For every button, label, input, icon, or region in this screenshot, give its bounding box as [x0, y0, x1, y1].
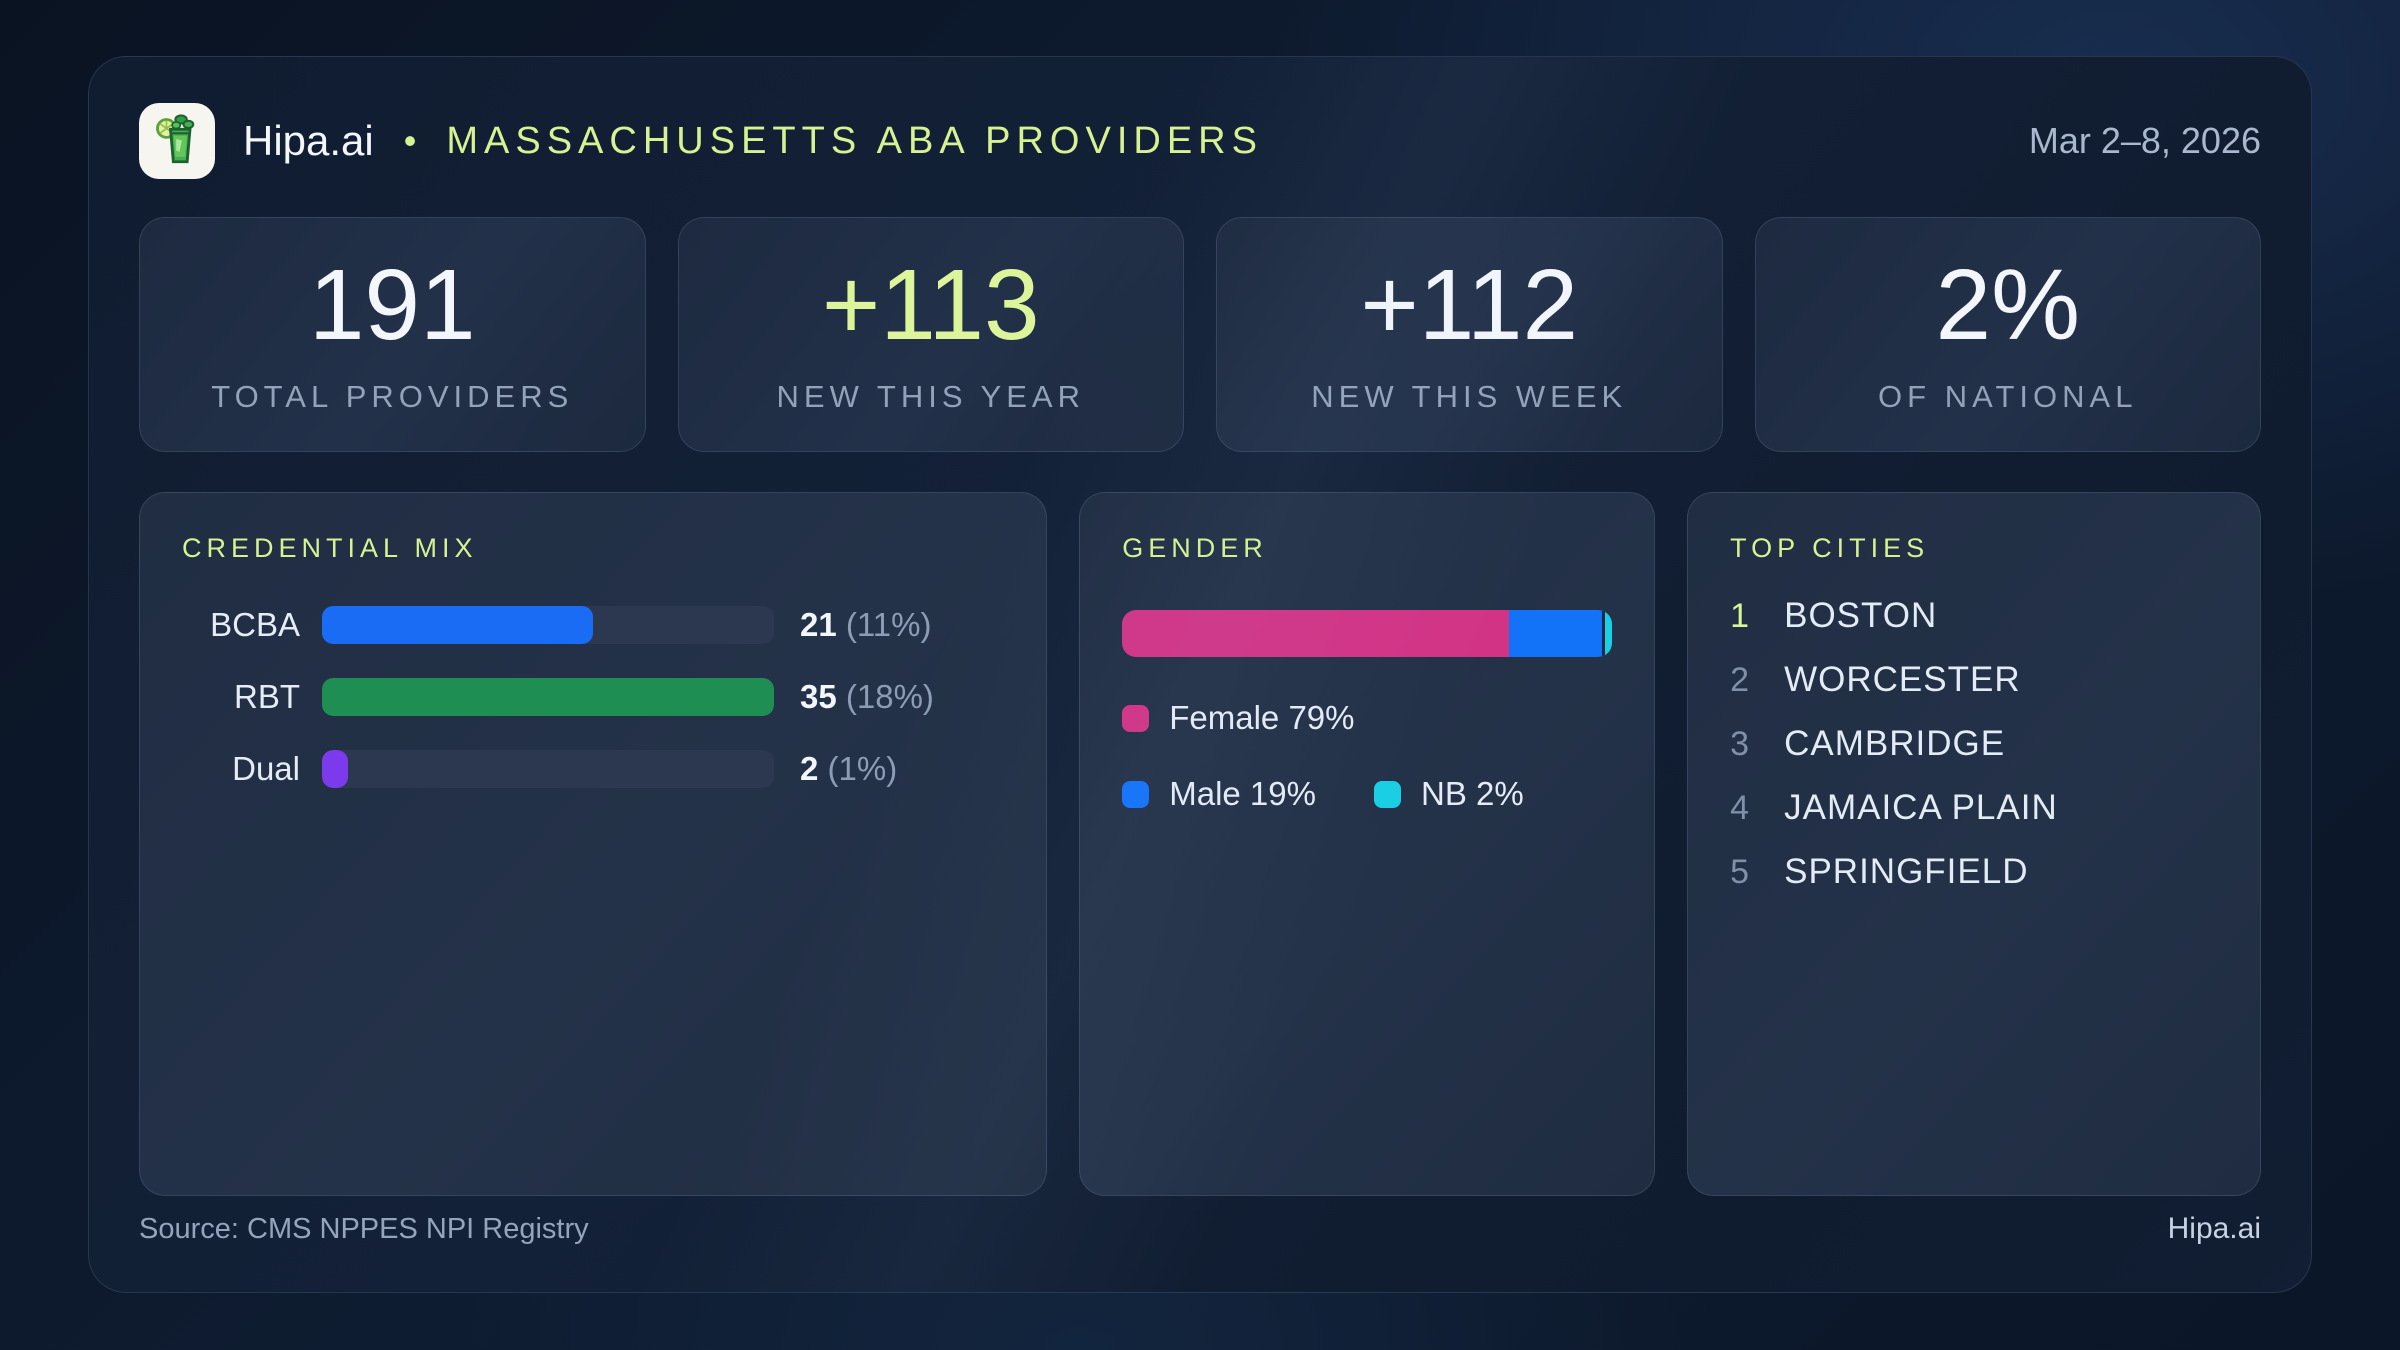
city-list-item: 4 JAMAICA PLAIN [1730, 788, 2218, 827]
city-name: JAMAICA PLAIN [1784, 788, 2058, 827]
city-list-item: 5 SPRINGFIELD [1730, 852, 2218, 891]
legend-label: NB 2% [1420, 775, 1524, 812]
top-cities-list: 1 BOSTON 2 WORCESTER 3 CAMBRIDGE 4 JAMAICA PLAI… [1730, 596, 2218, 891]
credential-value: 35 (18%) [800, 678, 934, 715]
credential-bar-row: Dual 2 (1%) [182, 750, 1004, 788]
city-list-item: 2 WORCESTER [1730, 660, 2218, 699]
stat-value: +113 [821, 248, 1040, 361]
dashboard-card: Hipa.ai • MASSACHUSETTS ABA PROVIDERS Ma… [88, 56, 2312, 1293]
date-range: Mar 2–8, 2026 [2028, 120, 2261, 161]
stat-label: TOTAL PROVIDERS [211, 378, 574, 414]
legend-item-nb: NB 2% [1373, 775, 1524, 813]
city-name: CAMBRIDGE [1784, 724, 2006, 763]
city-rank: 3 [1730, 724, 1750, 763]
credential-label: RBT [234, 678, 300, 715]
credential-label: BCBA [210, 606, 300, 643]
top-cities-title: TOP CITIES [1730, 533, 1930, 563]
male-swatch-icon [1122, 780, 1150, 808]
city-rank: 4 [1730, 788, 1750, 827]
legend-item-male: Male 19% [1122, 775, 1316, 813]
credential-mix-panel: CREDENTIAL MIX BCBA 21 (11%) RBT 35 (18%) Du… [139, 492, 1048, 1196]
city-list-item: 1 BOSTON [1730, 596, 2218, 635]
panels-row: CREDENTIAL MIX BCBA 21 (11%) RBT 35 (18%) Du… [139, 492, 2261, 1196]
nb-swatch-icon [1373, 780, 1401, 808]
credential-value: 21 (11%) [800, 606, 932, 643]
city-list-item: 3 CAMBRIDGE [1730, 724, 2218, 763]
bar-track [322, 750, 774, 788]
stat-label: OF NATIONAL [1878, 378, 2138, 414]
stat-label: NEW THIS YEAR [776, 378, 1085, 414]
city-rank: 5 [1730, 852, 1750, 891]
credential-percent: (1%) [827, 750, 898, 787]
credential-label: Dual [232, 750, 300, 787]
legend-label: Male 19% [1169, 775, 1316, 812]
gender-segment-female [1122, 610, 1510, 657]
brand-logo [139, 103, 215, 179]
bar-fill [322, 678, 774, 716]
bar-track [322, 606, 774, 644]
stat-value: 191 [308, 248, 476, 361]
gender-legend: Female 79% Male 19% NB 2% [1122, 699, 1592, 813]
stat-card: +112 NEW THIS WEEK [1216, 217, 1723, 452]
page-title: MASSACHUSETTS ABA PROVIDERS [446, 119, 1263, 162]
stat-label: NEW THIS WEEK [1311, 378, 1628, 414]
bar-track [322, 678, 774, 716]
credential-bar-row: RBT 35 (18%) [182, 678, 1004, 716]
bar-fill [322, 606, 594, 644]
stat-value: +112 [1360, 248, 1579, 361]
bar-fill [322, 750, 348, 788]
gender-segment-male [1509, 610, 1603, 657]
credential-bars: BCBA 21 (11%) RBT 35 (18%) Dual 2 (1%) [182, 606, 1004, 788]
header: Hipa.ai • MASSACHUSETTS ABA PROVIDERS Ma… [139, 99, 2261, 183]
legend-label: Female 79% [1169, 699, 1355, 736]
separator-dot-icon: • [403, 120, 417, 161]
gender-stacked-bar [1122, 610, 1613, 657]
credential-bar-row: BCBA 21 (11%) [182, 606, 1004, 644]
footer: Source: CMS NPPES NPI Registry Hipa.ai [139, 1212, 2261, 1246]
gender-title: GENDER [1122, 533, 1268, 563]
gender-segment-nb [1602, 610, 1613, 657]
stat-card: 2% OF NATIONAL [1754, 217, 2261, 452]
female-swatch-icon [1122, 704, 1150, 732]
city-name: BOSTON [1784, 596, 1938, 635]
stat-card: +113 NEW THIS YEAR [677, 217, 1184, 452]
stat-cards-row: 191 TOTAL PROVIDERS +113 NEW THIS YEAR +112 N… [139, 217, 2261, 452]
footer-source: Source: CMS NPPES NPI Registry [139, 1213, 589, 1245]
mojito-glass-icon [151, 111, 203, 172]
gender-panel: GENDER Female 79% Male 19% NB 2% [1079, 492, 1656, 1196]
credential-mix-title: CREDENTIAL MIX [182, 533, 478, 563]
credential-value: 2 (1%) [800, 750, 898, 787]
credential-percent: (11%) [845, 606, 932, 643]
legend-item-female: Female 79% [1122, 699, 1355, 737]
brand-name: Hipa.ai [243, 117, 374, 164]
city-rank: 1 [1730, 596, 1750, 635]
footer-brand: Hipa.ai [2167, 1212, 2261, 1245]
stat-value: 2% [1935, 248, 2081, 361]
city-name: WORCESTER [1784, 660, 2021, 699]
city-name: SPRINGFIELD [1784, 852, 2029, 891]
credential-percent: (18%) [845, 678, 934, 715]
top-cities-panel: TOP CITIES 1 BOSTON 2 WORCESTER 3 CAMBRIDGE 4 J… [1687, 492, 2261, 1196]
city-rank: 2 [1730, 660, 1750, 699]
stat-card: 191 TOTAL PROVIDERS [139, 217, 646, 452]
